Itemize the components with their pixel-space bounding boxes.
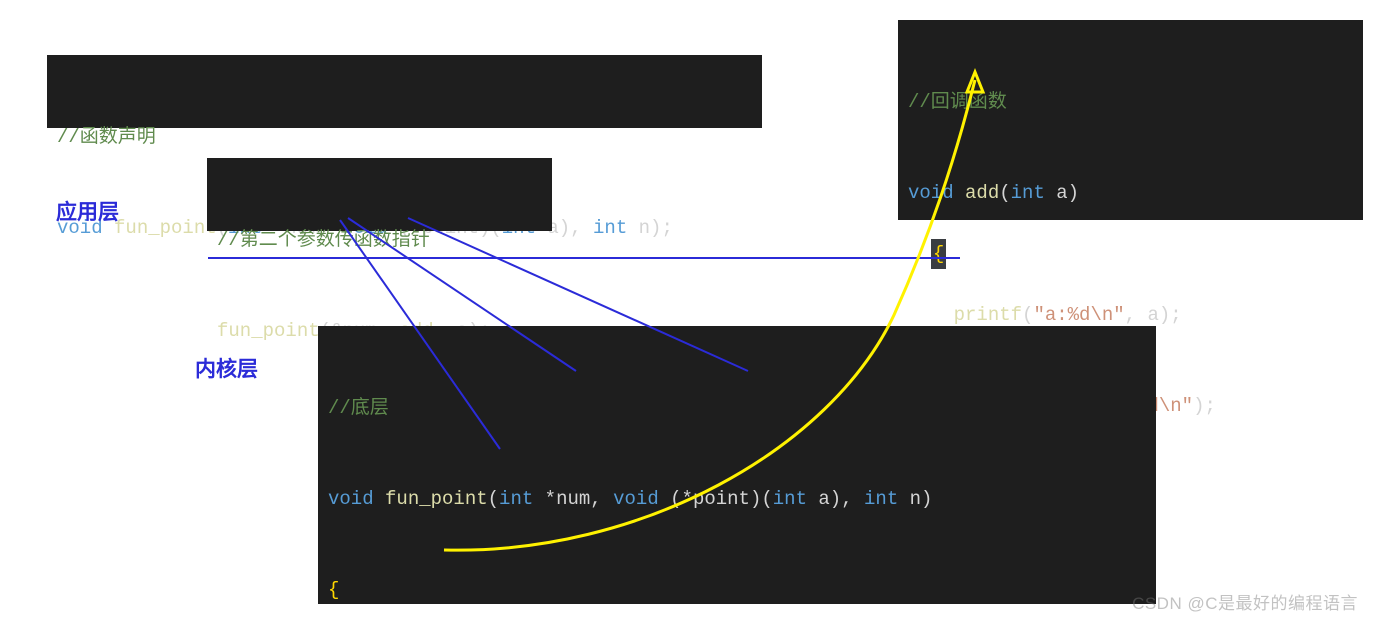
watermark-text: CSDN @C是最好的编程语言 [1132, 589, 1358, 614]
code-line: void fun_point(int *num, void (*point)(i… [328, 484, 1146, 514]
label-app-layer: 应用层 [56, 196, 119, 226]
label-kernel-layer: 内核层 [195, 353, 258, 383]
code-box-declaration: //函数声明 void fun_point(int *num, void (*p… [47, 55, 762, 128]
code-box-implementation: //底层 void fun_point(int *num, void (*poi… [318, 326, 1156, 604]
comment-line: //回调函数 [908, 87, 1353, 117]
code-box-callback: //回调函数 void add(int a) { printf("a:%d\n"… [898, 20, 1363, 220]
code-line: { [328, 575, 1146, 605]
comment-line: //函数声明 [57, 122, 752, 152]
comment-line: //底层 [328, 393, 1146, 423]
code-line: void add(int a) [908, 178, 1353, 208]
code-line: { [931, 239, 946, 269]
code-box-call: //第二个参数传函数指针 fun_point(&num, add, a); [207, 158, 552, 231]
comment-line: //第二个参数传函数指针 [217, 225, 542, 255]
